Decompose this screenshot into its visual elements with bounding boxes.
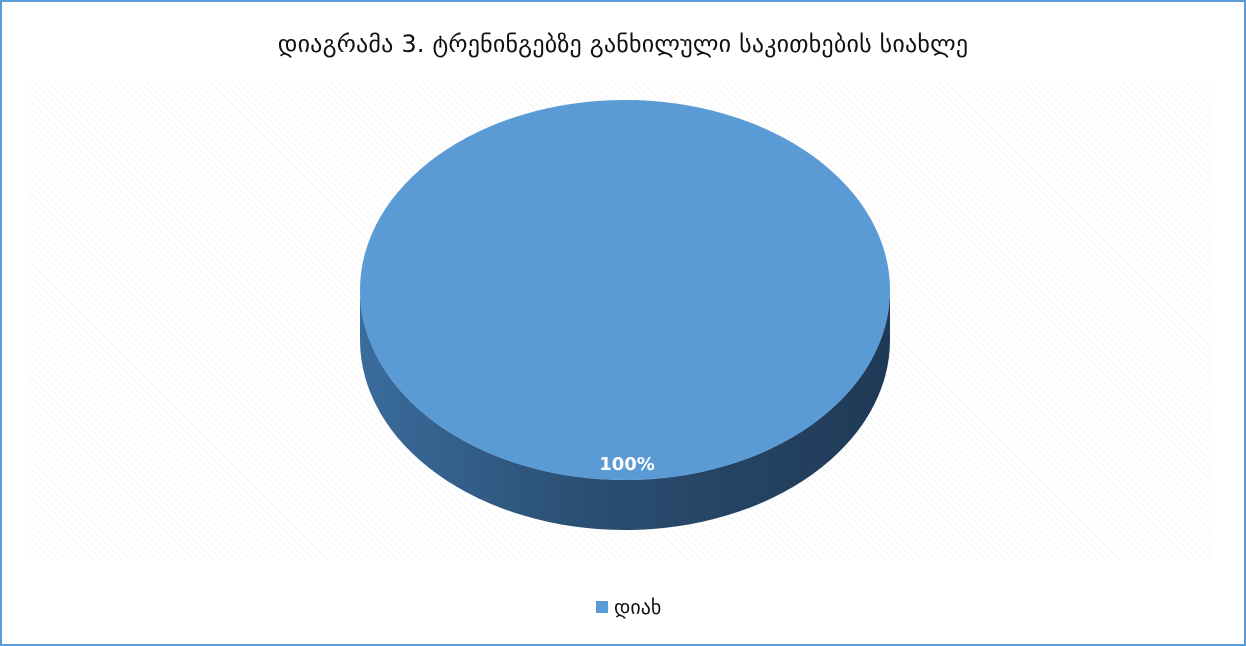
legend-swatch	[596, 601, 608, 613]
pie-data-label: 100%	[599, 454, 655, 475]
legend: დიახ	[588, 592, 670, 622]
legend-label-yes: დიახ	[614, 595, 662, 619]
pie-slice-side	[360, 290, 890, 530]
chart-title: დიაგრამა 3. ტრენინგებზე განხილული საკითხ…	[277, 30, 969, 58]
pie-slice-yes	[360, 100, 890, 480]
